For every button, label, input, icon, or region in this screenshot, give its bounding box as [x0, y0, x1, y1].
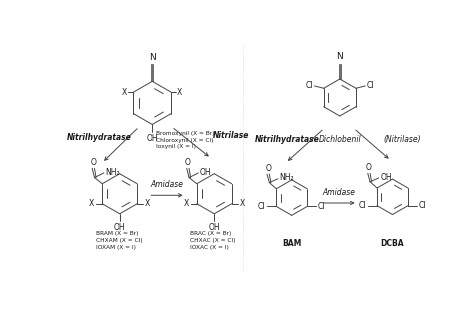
Text: X: X	[122, 88, 127, 97]
Text: N: N	[149, 53, 155, 62]
Text: BAM: BAM	[282, 239, 301, 248]
Text: Cl: Cl	[359, 201, 366, 210]
Text: Dichlobenil: Dichlobenil	[319, 135, 361, 144]
Text: Nitrilhydratase: Nitrilhydratase	[255, 135, 319, 144]
Text: X: X	[177, 88, 182, 97]
Text: (Nitrilase): (Nitrilase)	[383, 135, 421, 144]
Text: Nitrilhydratase: Nitrilhydratase	[67, 133, 132, 142]
Text: Bromoxynil (X = Br): Bromoxynil (X = Br)	[156, 131, 215, 136]
Text: Amidase: Amidase	[322, 188, 356, 197]
Text: IOXAM (X = I): IOXAM (X = I)	[96, 245, 136, 250]
Text: O: O	[366, 163, 372, 172]
Text: OH: OH	[380, 173, 392, 182]
Text: OH: OH	[146, 134, 158, 143]
Text: Cl: Cl	[258, 202, 265, 211]
Text: Cl: Cl	[305, 81, 313, 90]
Text: Ioxynil (X = I): Ioxynil (X = I)	[156, 144, 196, 149]
Text: N: N	[337, 52, 343, 61]
Text: O: O	[265, 163, 271, 173]
Text: Cl: Cl	[318, 202, 326, 211]
Text: Chloroxynil (X = Cl): Chloroxynil (X = Cl)	[156, 138, 214, 143]
Text: BRAM (X = Br): BRAM (X = Br)	[96, 231, 138, 236]
Text: Cl: Cl	[419, 201, 426, 210]
Text: CHXAC (X = Cl): CHXAC (X = Cl)	[190, 238, 236, 243]
Text: O: O	[91, 158, 96, 167]
Text: Cl: Cl	[367, 81, 374, 90]
Text: BRAC (X = Br): BRAC (X = Br)	[190, 231, 232, 236]
Text: CHXAM (X = Cl): CHXAM (X = Cl)	[96, 238, 142, 243]
Text: O: O	[185, 158, 191, 167]
Text: OH: OH	[114, 223, 126, 232]
Text: OH: OH	[200, 168, 211, 177]
Text: X: X	[239, 199, 245, 208]
Text: Amidase: Amidase	[150, 180, 183, 189]
Text: DCBA: DCBA	[381, 239, 404, 248]
Text: X: X	[145, 199, 150, 208]
Text: NH₂: NH₂	[105, 168, 120, 177]
Text: NH₂: NH₂	[279, 173, 294, 183]
Text: Nitrilase: Nitrilase	[213, 131, 249, 140]
Text: IOXAC (X = I): IOXAC (X = I)	[190, 245, 229, 250]
Text: X: X	[89, 199, 94, 208]
Text: X: X	[184, 199, 189, 208]
Text: OH: OH	[209, 223, 220, 232]
